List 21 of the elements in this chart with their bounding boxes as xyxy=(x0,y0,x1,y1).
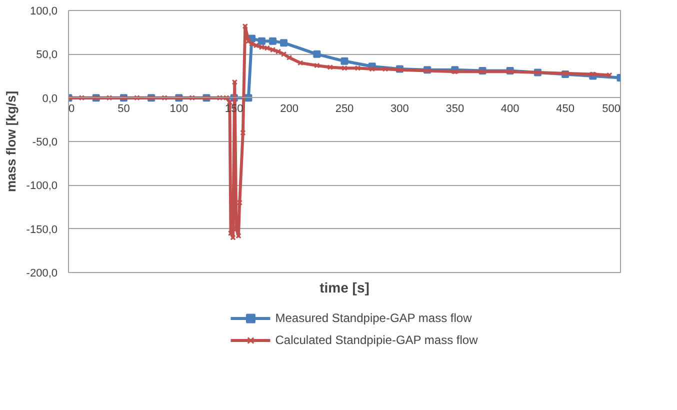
legend-label: Calculated Standpipie-GAP mass flow xyxy=(275,333,478,347)
x-tick-label: 100 xyxy=(170,102,188,115)
x-tick-label: 250 xyxy=(335,102,354,115)
x-tick-label: 200 xyxy=(280,102,298,115)
y-tick-label: -50,0 xyxy=(32,136,58,148)
x-axis-title: time [s] xyxy=(320,280,370,296)
x-tick-label: 450 xyxy=(556,102,574,115)
x-tick-label: 0 xyxy=(68,102,75,115)
y-tick-label: -200,0 xyxy=(26,268,58,280)
x-tick-label: 50 xyxy=(118,102,130,115)
legend-label: Measured Standpipe-GAP mass flow xyxy=(275,311,472,325)
y-axis-title: mass flow [kg/s] xyxy=(3,90,18,192)
x-tick-label: 400 xyxy=(500,102,520,115)
y-tick-label: -100,0 xyxy=(26,180,58,192)
x-tick-label: 500 xyxy=(602,102,621,115)
y-tick-label: -150,0 xyxy=(26,224,58,236)
x-tick-label: 350 xyxy=(446,102,464,115)
y-tick-label: 0,0 xyxy=(42,92,58,105)
y-tick-label: 100,0 xyxy=(30,6,58,18)
x-tick-label: 300 xyxy=(390,102,409,115)
y-tick-label: 50,0 xyxy=(36,49,58,62)
